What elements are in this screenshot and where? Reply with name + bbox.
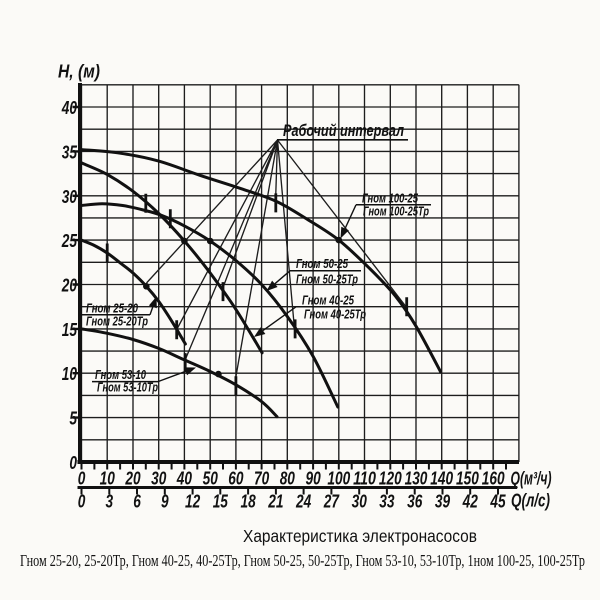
- svg-text:Гном 25-20: Гном 25-20: [86, 301, 139, 316]
- svg-text:Гном 100-25Тр: Гном 100-25Тр: [363, 204, 429, 219]
- svg-text:Гном 53-10: Гном 53-10: [95, 367, 147, 382]
- svg-text:30: 30: [352, 491, 368, 512]
- svg-text:100: 100: [327, 468, 350, 489]
- svg-text:140: 140: [430, 468, 453, 489]
- svg-text:Гном 50-25Тр: Гном 50-25Тр: [296, 272, 358, 287]
- svg-text:Гном 25-20, 25-20Тр, Гном 40-2: Гном 25-20, 25-20Тр, Гном 40-25, 40-25Тр…: [20, 551, 585, 570]
- svg-text:20: 20: [125, 468, 141, 489]
- svg-text:15: 15: [213, 491, 229, 512]
- svg-text:150: 150: [456, 468, 479, 489]
- svg-text:H, (м): H, (м): [58, 62, 100, 82]
- svg-text:40: 40: [61, 97, 77, 118]
- svg-text:30: 30: [151, 468, 167, 489]
- svg-text:90: 90: [306, 468, 322, 489]
- svg-text:35: 35: [62, 141, 78, 162]
- svg-text:30: 30: [62, 186, 78, 207]
- svg-text:18: 18: [241, 491, 257, 512]
- svg-text:5: 5: [69, 408, 77, 429]
- svg-text:42: 42: [462, 491, 478, 512]
- svg-text:45: 45: [490, 491, 506, 512]
- svg-text:Рабочий интервал: Рабочий интервал: [283, 122, 404, 140]
- svg-text:Q(м³/ч): Q(м³/ч): [511, 469, 552, 489]
- svg-text:27: 27: [323, 491, 340, 512]
- svg-text:10: 10: [100, 468, 116, 489]
- svg-text:25: 25: [61, 230, 77, 251]
- svg-text:15: 15: [62, 319, 78, 340]
- svg-text:9: 9: [161, 491, 169, 512]
- svg-text:0: 0: [78, 468, 86, 489]
- svg-text:Гном 40-25: Гном 40-25: [302, 293, 355, 308]
- svg-text:0: 0: [78, 491, 86, 512]
- svg-text:36: 36: [407, 491, 423, 512]
- svg-text:Гном 40-25Тр: Гном 40-25Тр: [304, 307, 366, 322]
- svg-text:120: 120: [379, 468, 402, 489]
- svg-text:3: 3: [106, 491, 114, 512]
- svg-text:Гном 50-25: Гном 50-25: [296, 256, 349, 271]
- svg-text:130: 130: [405, 468, 428, 489]
- svg-text:Гном 100-25: Гном 100-25: [362, 191, 419, 206]
- svg-text:21: 21: [268, 491, 284, 512]
- svg-text:Гном 53-10Тр: Гном 53-10Тр: [97, 380, 158, 395]
- svg-text:60: 60: [228, 468, 244, 489]
- svg-text:33: 33: [379, 491, 395, 512]
- svg-text:110: 110: [353, 468, 376, 489]
- svg-text:10: 10: [62, 363, 78, 384]
- svg-text:40: 40: [176, 468, 192, 489]
- svg-text:0: 0: [69, 452, 77, 473]
- svg-text:Q(л/с): Q(л/с): [511, 491, 550, 511]
- svg-text:50: 50: [203, 468, 219, 489]
- svg-text:Гном 25-20Тр: Гном 25-20Тр: [86, 314, 148, 329]
- svg-text:160: 160: [482, 468, 505, 489]
- svg-text:24: 24: [295, 491, 311, 512]
- svg-text:20: 20: [61, 275, 77, 296]
- svg-text:39: 39: [435, 491, 451, 512]
- svg-text:70: 70: [254, 468, 270, 489]
- svg-text:6: 6: [133, 491, 141, 512]
- svg-text:12: 12: [185, 491, 201, 512]
- svg-text:Характеристика электронасосов: Характеристика электронасосов: [243, 526, 477, 546]
- svg-text:80: 80: [280, 468, 296, 489]
